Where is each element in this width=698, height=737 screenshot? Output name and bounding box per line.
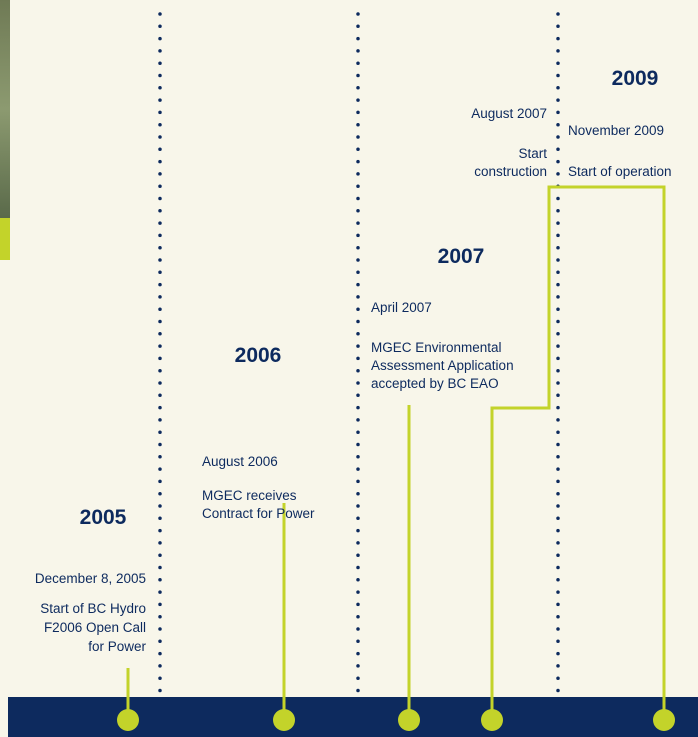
photo-strip xyxy=(0,0,10,218)
event-date: August 2007 xyxy=(471,106,547,121)
event-text: Assessment Application xyxy=(371,358,514,373)
node xyxy=(653,709,675,731)
event-date: November 2009 xyxy=(568,123,664,138)
event-text: Contract for Power xyxy=(202,506,315,521)
year-heading: 2007 xyxy=(438,245,485,268)
node xyxy=(117,709,139,731)
year-heading: 2005 xyxy=(80,506,127,529)
event-text: Start of operation xyxy=(568,164,672,179)
event-text: accepted by BC EAO xyxy=(371,376,499,391)
accent-block xyxy=(0,218,10,260)
timeline-bar xyxy=(8,697,698,737)
event-text: Start xyxy=(518,146,547,161)
timeline: 2005 December 8, 2005 Start of BC Hydro … xyxy=(0,0,698,737)
year-heading: 2009 xyxy=(612,67,659,90)
event-text: Start of BC Hydro xyxy=(40,601,146,616)
event-text: MGEC receives xyxy=(202,488,297,503)
event-date: April 2007 xyxy=(371,300,432,315)
event-text: MGEC Environmental xyxy=(371,340,502,355)
event-text: for Power xyxy=(88,639,146,654)
event-date: December 8, 2005 xyxy=(35,571,146,586)
node xyxy=(481,709,503,731)
node xyxy=(398,709,420,731)
year-heading: 2006 xyxy=(235,344,282,367)
event-date: August 2006 xyxy=(202,454,278,469)
event-text: F2006 Open Call xyxy=(44,620,146,635)
node xyxy=(273,709,295,731)
event-text: construction xyxy=(474,164,547,179)
